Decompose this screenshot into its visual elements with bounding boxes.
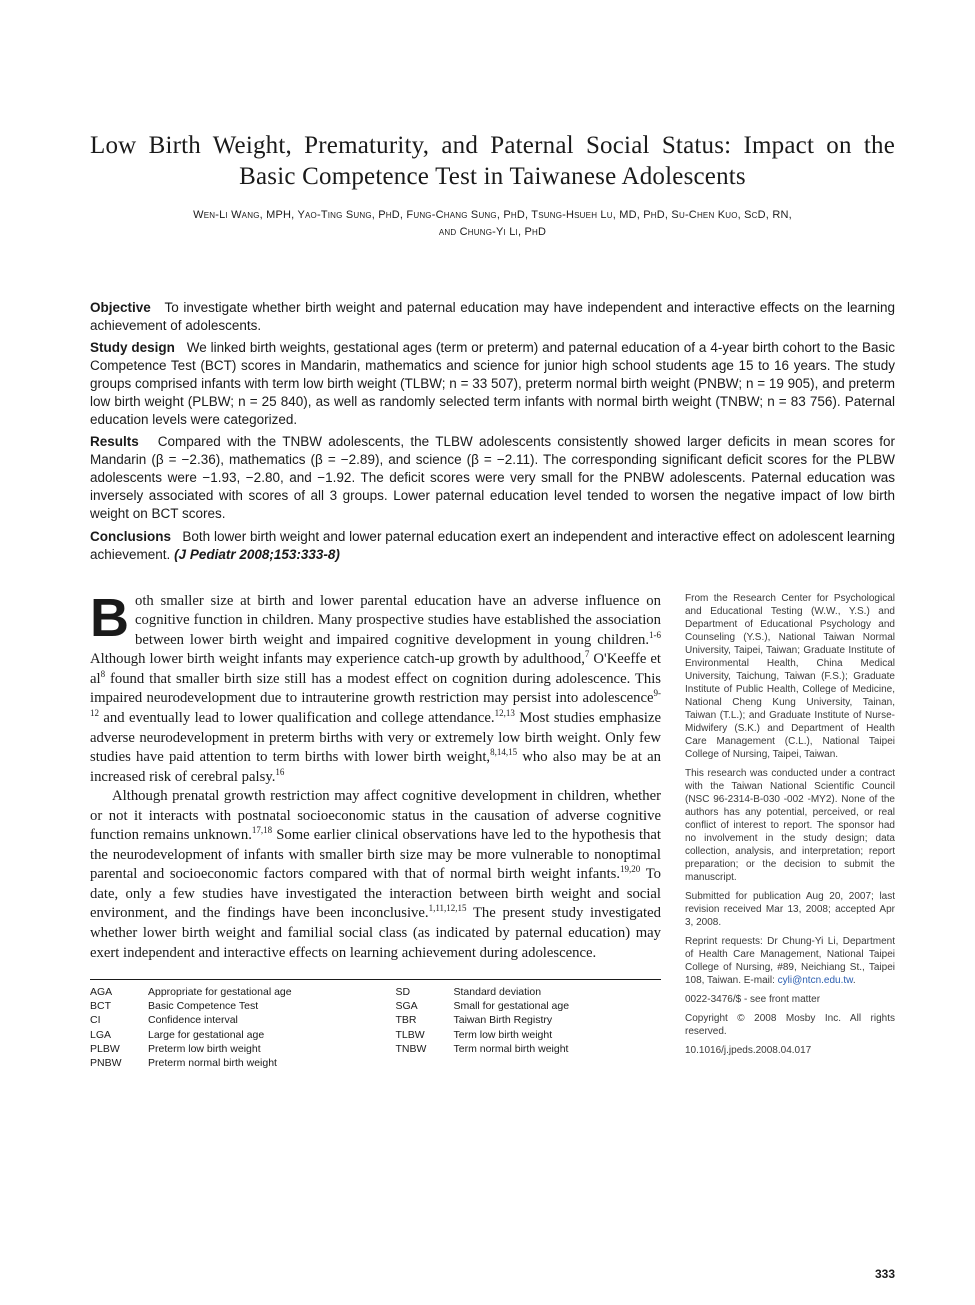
- abstract-citation: (J Pediatr 2008;153:333-8): [174, 547, 340, 562]
- abstract-conclusions-head: Conclusions: [90, 529, 171, 544]
- p1-a: oth smaller size at birth and lower pare…: [135, 593, 661, 648]
- page: Low Birth Weight, Prematurity, and Pater…: [0, 0, 975, 1305]
- abbr-val: Preterm normal birth weight: [148, 1056, 356, 1070]
- body-wrap: Both smaller size at birth and lower par…: [90, 592, 895, 1070]
- abbr-key: CI: [90, 1013, 134, 1027]
- abbr-row: SD Standard deviation: [396, 985, 662, 999]
- reprint-requests: Reprint requests: Dr Chung-Yi Li, Depart…: [685, 935, 895, 987]
- abbr-key: SGA: [396, 999, 440, 1013]
- authors-line-2: and Chung-Yi Li, PhD: [439, 226, 546, 238]
- abstract: Objective To investigate whether birth w…: [90, 299, 895, 564]
- abbr-key: SD: [396, 985, 440, 999]
- abbr-val: Taiwan Birth Registry: [454, 1013, 662, 1027]
- abbr-val: Preterm low birth weight: [148, 1042, 356, 1056]
- submission-dates: Submitted for publication Aug 20, 2007; …: [685, 890, 895, 929]
- abstract-objective-head: Objective: [90, 300, 151, 315]
- abbr-key: PLBW: [90, 1042, 134, 1056]
- abbr-val: Term low birth weight: [454, 1028, 662, 1042]
- ref-16[interactable]: 16: [275, 767, 284, 777]
- p1-b: Although lower birth weight infants may …: [90, 651, 585, 667]
- abbr-key: TLBW: [396, 1028, 440, 1042]
- reprint-tail: .: [853, 975, 856, 986]
- page-number: 333: [875, 1267, 895, 1281]
- abbr-val: Small for gestational age: [454, 999, 662, 1013]
- abbr-key: LGA: [90, 1028, 134, 1042]
- abbr-val: Standard deviation: [454, 985, 662, 999]
- abbr-key: PNBW: [90, 1056, 134, 1070]
- abstract-design-head: Study design: [90, 340, 175, 355]
- abbr-val: Large for gestational age: [148, 1028, 356, 1042]
- abbr-key: TNBW: [396, 1042, 440, 1056]
- abbr-row: LGA Large for gestational age: [90, 1028, 356, 1042]
- abbr-col-left: AGA Appropriate for gestational age BCT Ba…: [90, 985, 356, 1070]
- issn: 0022-3476/$ - see front matter: [685, 993, 895, 1006]
- abbr-row: TLBW Term low birth weight: [396, 1028, 662, 1042]
- abbreviations-box: AGA Appropriate for gestational age BCT Ba…: [90, 979, 661, 1070]
- abbr-key: TBR: [396, 1013, 440, 1027]
- article-title: Low Birth Weight, Prematurity, and Pater…: [90, 130, 895, 193]
- abbr-col-right: SD Standard deviation SGA Small for gestat…: [396, 985, 662, 1070]
- sidebar-metadata: From the Research Center for Psychologic…: [685, 592, 895, 1070]
- p1-d: found that smaller birth size still has …: [90, 671, 661, 707]
- abstract-objective-text: To investigate whether birth weight and …: [90, 300, 895, 333]
- paragraph-1: Both smaller size at birth and lower par…: [90, 592, 661, 787]
- abbr-row: SGA Small for gestational age: [396, 999, 662, 1013]
- abstract-objective: Objective To investigate whether birth w…: [90, 299, 895, 335]
- abstract-results: Results Compared with the TNBW adolescen…: [90, 433, 895, 523]
- abstract-design-text: We linked birth weights, gestational age…: [90, 340, 895, 427]
- abbr-row: PLBW Preterm low birth weight: [90, 1042, 356, 1056]
- abbr-val: Appropriate for gestational age: [148, 985, 356, 999]
- ref-1-11-12-15[interactable]: 1,11,12,15: [429, 904, 467, 914]
- abstract-design: Study design We linked birth weights, ge…: [90, 339, 895, 429]
- doi: 10.1016/j.jpeds.2008.04.017: [685, 1044, 895, 1057]
- corresponding-email-link[interactable]: cyli@ntcn.edu.tw: [778, 975, 853, 986]
- abbr-row: TBR Taiwan Birth Registry: [396, 1013, 662, 1027]
- abbr-val: Basic Competence Test: [148, 999, 356, 1013]
- dropcap: B: [90, 592, 135, 640]
- abstract-results-head: Results: [90, 434, 139, 449]
- abbr-key: AGA: [90, 985, 134, 999]
- abbr-row: CI Confidence interval: [90, 1013, 356, 1027]
- authors: Wen-Li Wang, MPH, Yao-Ting Sung, PhD, Fu…: [90, 207, 895, 241]
- abbr-row: PNBW Preterm normal birth weight: [90, 1056, 356, 1070]
- funding-statement: This research was conducted under a cont…: [685, 767, 895, 884]
- abbr-row: AGA Appropriate for gestational age: [90, 985, 356, 999]
- p1-e: and eventually lead to lower qualificati…: [99, 710, 495, 726]
- ref-19-20[interactable]: 19,20: [620, 864, 640, 874]
- copyright: Copyright © 2008 Mosby Inc. All rights r…: [685, 1012, 895, 1038]
- abstract-conclusions: Conclusions Both lower birth weight and …: [90, 528, 895, 564]
- body-main: Both smaller size at birth and lower par…: [90, 592, 661, 1070]
- ref-1-6[interactable]: 1-6: [649, 630, 661, 640]
- abbr-row: BCT Basic Competence Test: [90, 999, 356, 1013]
- abbr-val: Term normal birth weight: [454, 1042, 662, 1056]
- authors-line-1: Wen-Li Wang, MPH, Yao-Ting Sung, PhD, Fu…: [193, 209, 792, 221]
- affiliations: From the Research Center for Psychologic…: [685, 592, 895, 761]
- ref-17-18[interactable]: 17,18: [252, 825, 272, 835]
- ref-8-14-15[interactable]: 8,14,15: [490, 747, 517, 757]
- abbr-key: BCT: [90, 999, 134, 1013]
- abstract-results-text: Compared with the TNBW adolescents, the …: [90, 434, 895, 521]
- paragraph-2: Although prenatal growth restriction may…: [90, 787, 661, 963]
- abbr-row: TNBW Term normal birth weight: [396, 1042, 662, 1056]
- ref-12-13[interactable]: 12,13: [495, 708, 515, 718]
- abbr-val: Confidence interval: [148, 1013, 356, 1027]
